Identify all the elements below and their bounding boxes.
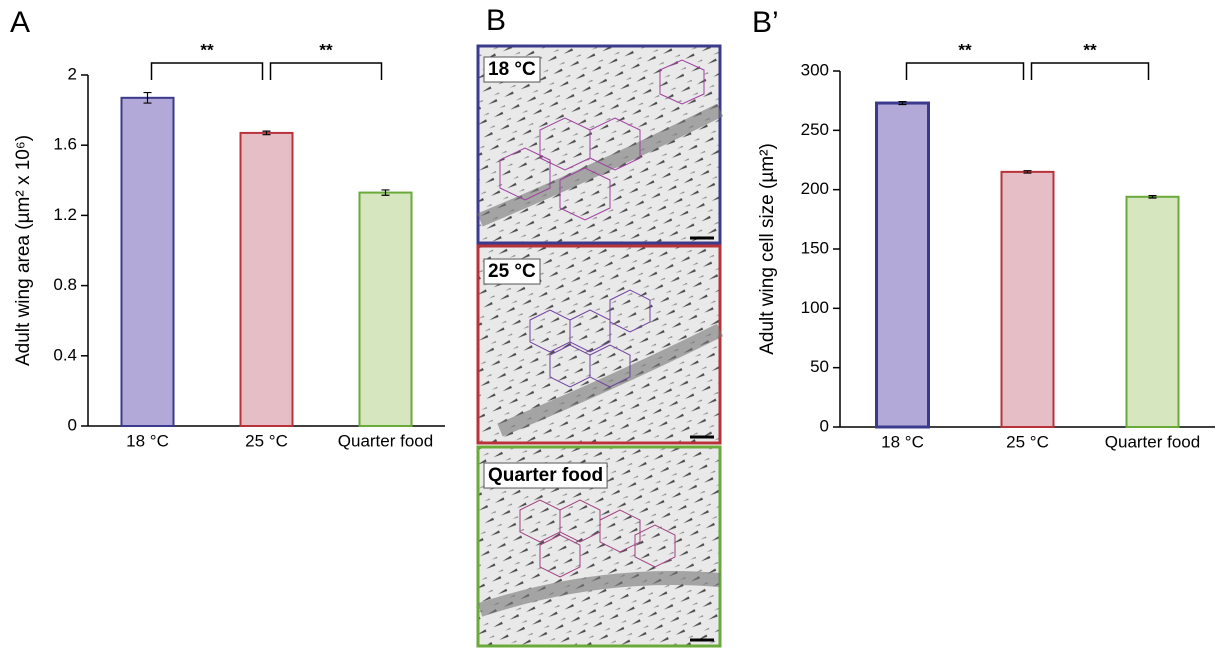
x-tick-label: 18 °C: [881, 432, 924, 451]
x-tick-label: 18 °C: [126, 431, 169, 450]
image-label: 18 °C: [488, 59, 536, 80]
x-tick-label: Quarter food: [1105, 432, 1200, 451]
y-tick-label: 100: [801, 298, 829, 317]
image-column: [476, 44, 724, 648]
error-bar: [1023, 170, 1032, 174]
significance-label: **: [319, 40, 333, 59]
significance-bracket: [1030, 62, 1150, 80]
x-tick-label: Quarter food: [338, 431, 433, 450]
bar: [1000, 170, 1055, 428]
significance-bracket: [150, 62, 264, 80]
image-label: 25 °C: [488, 261, 536, 282]
x-tick-label: 25 °C: [1006, 432, 1049, 451]
bar: [120, 96, 175, 427]
y-tick-label: 0: [68, 415, 77, 434]
panel-label: B’: [752, 6, 779, 39]
error-bar: [381, 189, 390, 196]
y-axis-label: Adult wing area (µm² x 10⁶): [13, 135, 34, 366]
significance-label: **: [1083, 40, 1097, 59]
y-tick-label: 1.6: [53, 135, 77, 154]
significance-bracket: [269, 62, 383, 80]
x-tick-label: 25 °C: [245, 431, 288, 450]
image-label: Quarter food: [488, 465, 603, 486]
y-axis-label: Adult wing cell size (µm²): [757, 143, 778, 355]
significance-label: **: [200, 40, 214, 59]
vein: [477, 571, 721, 617]
y-tick-label: 0.4: [53, 345, 77, 364]
cell-outlines: [499, 59, 705, 221]
error-bar: [262, 130, 271, 136]
significance-label: **: [958, 40, 972, 59]
y-tick-label: 1.2: [53, 205, 77, 224]
bar: [358, 191, 413, 427]
bar: [239, 131, 294, 427]
y-tick-label: 200: [801, 179, 829, 198]
y-tick-label: 250: [801, 120, 829, 139]
label-box: [483, 56, 541, 83]
bar: [875, 101, 930, 429]
panel-label: A: [10, 6, 30, 39]
error-bar: [898, 101, 907, 106]
significance-bracket: [905, 62, 1025, 80]
cell-outlines: [529, 289, 651, 388]
vein: [477, 103, 724, 227]
error-bar: [143, 91, 152, 104]
y-tick-label: 2: [68, 64, 77, 83]
vein: [497, 323, 724, 437]
y-tick-label: 300: [801, 60, 829, 79]
error-bar: [1148, 195, 1157, 199]
cell-outlines: [519, 499, 676, 578]
bar: [1125, 195, 1180, 428]
y-tick-label: 0.8: [53, 275, 77, 294]
y-tick-label: 0: [820, 416, 829, 435]
y-tick-label: 50: [810, 357, 829, 376]
label-box: [483, 462, 608, 489]
y-tick-label: 150: [801, 238, 829, 257]
panel-label: B: [486, 4, 506, 37]
label-box: [483, 258, 541, 285]
